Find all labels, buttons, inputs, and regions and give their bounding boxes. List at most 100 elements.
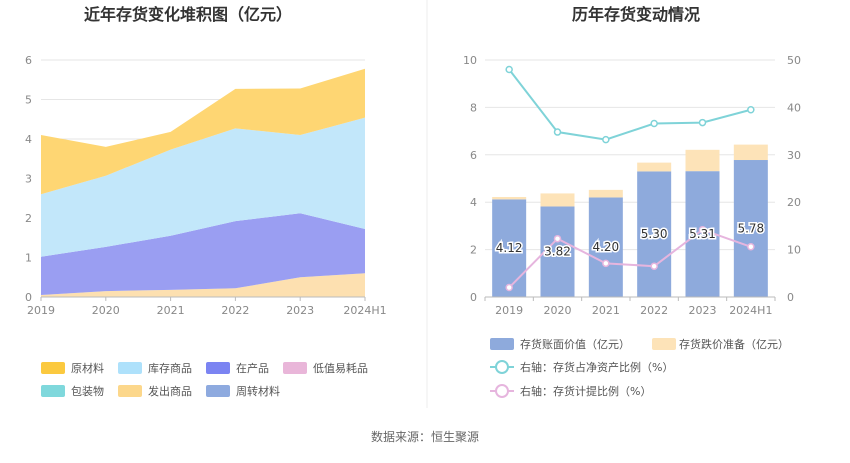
left-y-tick: 1 [25, 252, 32, 265]
bar-value-label: 4.12 [496, 241, 523, 255]
legend-swatch-周转材料 [206, 385, 230, 397]
legend-label-inventory-impairment: 存货跌价准备（亿元） [679, 337, 789, 351]
legend-label-包装物: 包装物 [71, 384, 104, 398]
left-chart-title: 近年存货变化堆积图（亿元） [84, 5, 292, 24]
legend-label-周转材料: 周转材料 [236, 384, 280, 398]
legend-swatch-inventory-impairment [652, 338, 676, 350]
legend-label-在产品: 在产品 [236, 361, 269, 375]
legend-swatch-原材料 [41, 362, 65, 374]
right-y2-tick: 10 [787, 244, 801, 257]
right-x-tick: 2020 [544, 304, 572, 317]
bar-inventory-impairment [685, 149, 720, 172]
bar-line-chart: 历年存货变动情况 4.12 3.82 4.20 5.30 5.31 5.78 0 2 4 6 8 1… [463, 5, 801, 398]
stacked-area-chart: 近年存货变化堆积图（亿元） 0 1 2 3 4 5 6 2019 2020 2021 2022 202… [25, 5, 387, 398]
point-inventory-net-asset-ratio [698, 118, 707, 127]
legend-swatch-发出商品 [118, 385, 142, 397]
right-bar-series [492, 144, 768, 297]
legend-label-库存商品: 库存商品 [148, 361, 192, 375]
right-y-tick: 10 [463, 54, 477, 67]
area-在产品 [41, 213, 365, 296]
legend-label-低值易耗品: 低值易耗品 [313, 362, 368, 375]
bar-value-label: 5.30 [641, 227, 668, 241]
right-y2-tick: 40 [787, 101, 801, 114]
point-impairment-ratio [698, 225, 707, 234]
bar-inventory-impairment [492, 196, 527, 200]
bar-inventory-impairment [588, 189, 623, 198]
right-axis-ticks: 0 2 4 6 8 10 0 10 20 30 40 50 2019 2020 2021 2022 2023 20… [463, 54, 801, 317]
bar-inventory-impairment [733, 144, 768, 161]
left-x-tick: 2019 [27, 304, 55, 317]
bar-value-label: 3.82 [544, 245, 571, 259]
right-y-tick: 6 [470, 149, 477, 162]
area-库存商品 [41, 117, 365, 257]
left-axis-ticks: 0 1 2 3 4 5 6 2019 2020 2021 2022 2023 2024H1 [25, 54, 387, 317]
bar-value-label: 4.20 [592, 240, 619, 254]
right-y-tick: 8 [470, 101, 477, 114]
right-line-series [505, 65, 755, 292]
bar-value-label: 5.31 [689, 227, 716, 241]
right-y2-tick: 0 [787, 291, 794, 304]
legend-label-inventory-value: 存货账面价值（亿元） [520, 337, 630, 351]
point-inventory-net-asset-ratio [553, 128, 562, 136]
legend-swatch-低值易耗品 [283, 362, 307, 374]
legend-label-原材料: 原材料 [71, 361, 104, 375]
left-x-tick: 2022 [221, 304, 249, 317]
left-x-tick: 2023 [286, 304, 314, 317]
right-y-tick: 0 [470, 291, 477, 304]
left-area-series [41, 68, 365, 297]
right-chart-title: 历年存货变动情况 [572, 5, 700, 24]
bar-inventory-value [733, 160, 768, 297]
legend-marker-impairment-ratio [495, 384, 509, 398]
left-y-tick: 5 [25, 94, 32, 107]
line-impairment-ratio [508, 228, 752, 289]
right-legend: 存货账面价值（亿元） 存货跌价准备（亿元） 右轴：存货占净资产比例（%） 右轴：存货计… [490, 337, 789, 398]
legend-swatch-包装物 [41, 385, 65, 397]
area-原材料 [41, 68, 365, 195]
left-x-tick: 2024H1 [343, 304, 386, 317]
legend-marker-inventory-net-asset-ratio [495, 360, 509, 374]
bar-inventory-impairment [637, 162, 672, 172]
legend-label-发出商品: 发出商品 [148, 384, 192, 398]
point-inventory-net-asset-ratio [505, 65, 513, 74]
right-x-tick: 2022 [640, 304, 668, 317]
line-inventory-net-asset-ratio [508, 68, 752, 141]
point-impairment-ratio [650, 262, 658, 270]
bar-inventory-value [588, 197, 623, 297]
left-y-tick: 0 [25, 291, 32, 304]
point-impairment-ratio [747, 243, 755, 251]
legend-swatch-在产品 [206, 362, 230, 374]
legend-label-impairment-ratio: 右轴：存货计提比例（%） [520, 384, 651, 398]
right-bar-labels: 4.12 3.82 4.20 5.30 5.31 5.78 [494, 220, 765, 260]
right-y-tick: 2 [470, 244, 477, 257]
point-inventory-net-asset-ratio [602, 135, 610, 144]
point-inventory-net-asset-ratio [747, 106, 755, 114]
right-x-tick: 2024H1 [729, 304, 772, 317]
left-y-tick: 3 [25, 173, 32, 186]
right-x-tick: 2023 [689, 304, 717, 317]
left-y-tick: 2 [25, 212, 32, 225]
left-x-tick: 2020 [92, 304, 120, 317]
bar-inventory-value [492, 199, 527, 297]
bar-value-label: 5.78 [737, 222, 764, 236]
bar-inventory-value [540, 206, 575, 297]
bar-inventory-value [637, 171, 672, 297]
left-x-tick: 2021 [157, 304, 185, 317]
point-impairment-ratio [505, 283, 513, 292]
area-发出商品 [41, 273, 365, 297]
left-y-tick: 4 [25, 133, 32, 146]
data-source: 数据来源：恒生聚源 [370, 430, 479, 444]
point-impairment-ratio [602, 259, 610, 268]
right-x-tick: 2019 [495, 304, 523, 317]
right-y2-tick: 50 [787, 54, 801, 67]
point-impairment-ratio [553, 234, 562, 243]
right-x-tick: 2021 [592, 304, 620, 317]
right-y2-tick: 30 [787, 149, 801, 162]
left-y-tick: 6 [25, 54, 32, 67]
legend-swatch-库存商品 [118, 362, 142, 374]
right-y2-tick: 20 [787, 196, 801, 209]
legend-swatch-inventory-value [490, 338, 514, 350]
bar-inventory-impairment [540, 193, 575, 207]
legend-label-inventory-net-asset-ratio: 右轴：存货占净资产比例（%） [520, 360, 673, 374]
